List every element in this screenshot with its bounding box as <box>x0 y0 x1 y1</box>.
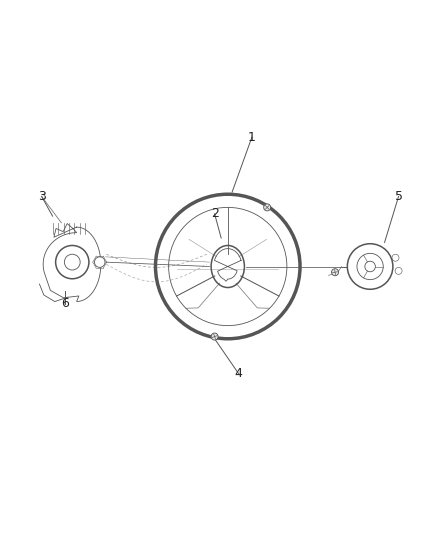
Circle shape <box>332 269 339 276</box>
Text: 3: 3 <box>38 190 46 203</box>
Text: 2: 2 <box>211 207 219 221</box>
Circle shape <box>211 333 218 340</box>
Circle shape <box>264 204 271 211</box>
Circle shape <box>95 257 105 268</box>
Text: 6: 6 <box>61 297 69 310</box>
Text: 4: 4 <box>235 367 243 381</box>
Text: 5: 5 <box>395 190 403 203</box>
Text: 1: 1 <box>248 131 256 144</box>
